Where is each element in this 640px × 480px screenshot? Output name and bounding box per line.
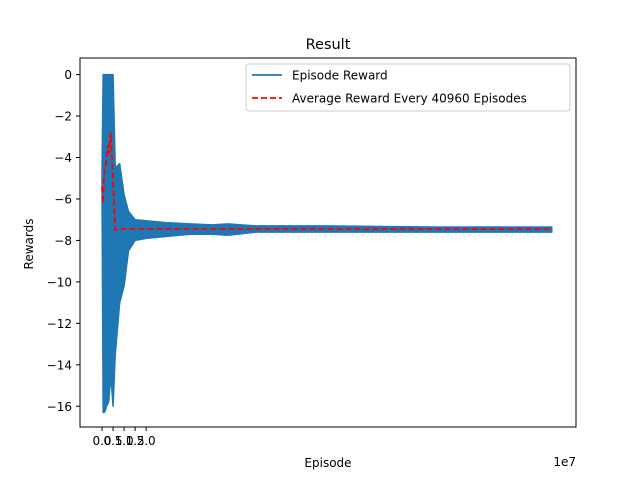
x-tick-label: 0.5 [104, 434, 123, 448]
y-tick-label: −16 [47, 400, 72, 414]
y-tick-label: −6 [54, 192, 72, 206]
y-tick-label: −12 [47, 317, 72, 331]
chart-title: Result [306, 37, 351, 53]
y-axis-label: Rewards [22, 219, 36, 270]
y-tick-label: 0 [64, 68, 72, 82]
x-tick-label: 2.0 [137, 434, 156, 448]
axes-layer: 0.00.51.01.52.0 0 −2 −4 −6 −8 −10 −12 −14 −16 [47, 57, 577, 448]
legend: Episode Reward Average Reward Every 4096… [245, 63, 571, 112]
x-axis-multiplier: 1e7 [553, 455, 576, 469]
y-tick-label: −14 [47, 358, 72, 372]
legend-label-average-reward: Average Reward Every 40960 Episodes [292, 92, 527, 106]
series-average-reward [101, 132, 552, 232]
series-layer [101, 73, 553, 414]
x-tick-label: 0.0 [92, 434, 111, 448]
plot-frame [79, 57, 577, 428]
y-tick-label: −8 [54, 234, 72, 248]
x-tick-label: 1.5 [126, 434, 145, 448]
y-tick-label: −4 [54, 151, 72, 165]
x-axis-label: Episode [304, 456, 351, 470]
legend-box [245, 63, 571, 112]
x-tick-label: 1.0 [115, 434, 134, 448]
legend-label-episode-reward: Episode Reward [292, 69, 388, 83]
y-tick-label: −10 [47, 275, 72, 289]
y-tick-label: −2 [54, 110, 72, 124]
series-episode-reward [101, 73, 553, 414]
